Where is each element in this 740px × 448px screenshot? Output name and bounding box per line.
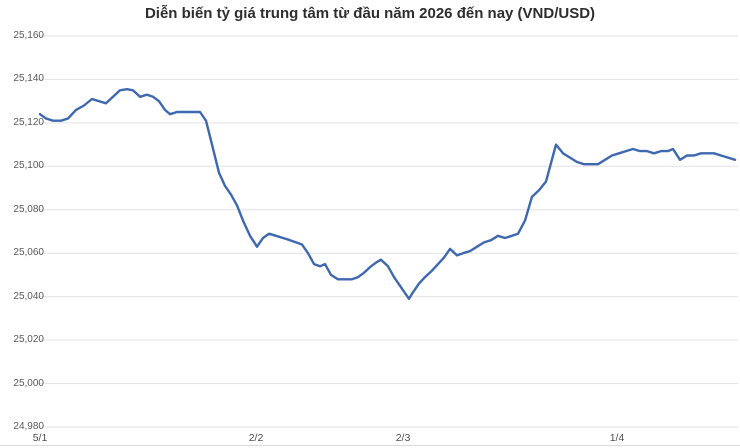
y-axis-tick-label: 24,980 (13, 421, 44, 432)
bottom-divider-line (0, 445, 740, 446)
y-axis-tick-label: 25,160 (13, 30, 44, 41)
y-axis-tick-label: 25,000 (13, 377, 44, 389)
y-axis-tick-label: 25,100 (13, 160, 44, 172)
x-axis-tick-label: 1/4 (609, 432, 625, 444)
y-axis-tick-label: 25,080 (13, 203, 44, 215)
y-axis-tick-label: 25,060 (13, 247, 44, 259)
y-axis-tick-label: 25,120 (13, 116, 44, 128)
y-axis-tick-label: 25,140 (13, 73, 44, 85)
x-axis-tick-label: 2/3 (395, 432, 411, 444)
chart-title: Diễn biến tỷ giá trung tâm từ đầu năm 20… (144, 5, 596, 22)
y-axis-tick-label: 25,020 (13, 334, 44, 346)
x-axis-tick-label: 2/2 (248, 432, 264, 444)
x-axis-tick-label: 5/1 (32, 432, 48, 444)
y-axis-tick-label: 25,040 (13, 290, 44, 302)
exchange-rate-line-series (38, 87, 737, 300)
